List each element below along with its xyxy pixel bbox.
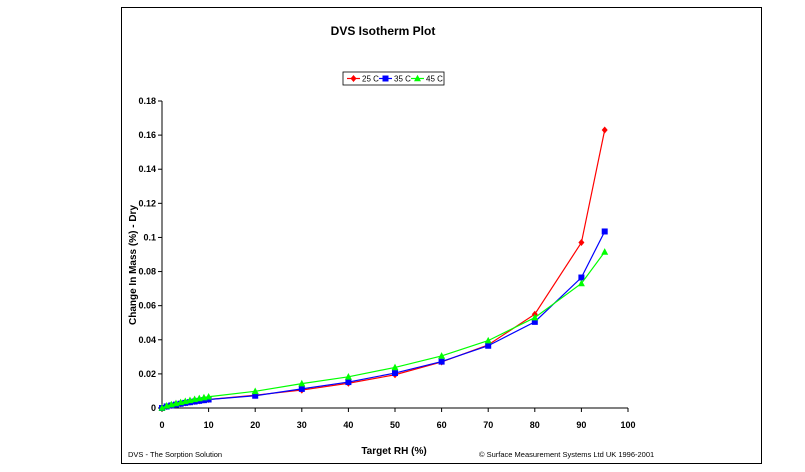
data-point [438, 358, 445, 365]
x-tick-label: 10 [204, 420, 214, 430]
data-point [392, 370, 398, 377]
series-line [161, 231, 606, 409]
data-point [391, 363, 399, 371]
data-point [485, 342, 492, 349]
series-0 [159, 126, 608, 412]
x-axis-title: Target RH (%) [361, 446, 426, 457]
x-tick-label: 0 [159, 420, 164, 430]
data-point [298, 379, 306, 387]
data-point [158, 404, 166, 411]
y-tick-label: 0 [151, 403, 156, 413]
x-tick-label: 70 [483, 420, 493, 430]
data-point [438, 352, 446, 359]
isotherm-chart: DVS Isotherm Plot 25 C 35 C 45 C 0 10 20 30 40… [128, 24, 654, 459]
footer-right: © Surface Measurement Systems Ltd UK 199… [479, 450, 654, 459]
series-group [158, 126, 609, 412]
data-point [484, 336, 492, 344]
series-line [161, 129, 606, 409]
y-tick-label: 0.12 [138, 198, 156, 208]
x-tick-label: 50 [390, 420, 400, 430]
data-point [531, 313, 539, 321]
data-point [205, 392, 213, 400]
y-tick-label: 0.02 [138, 369, 156, 379]
legend-marker [382, 75, 389, 82]
legend-marker [350, 75, 357, 82]
legend-label: 35 C [394, 75, 411, 84]
x-tick-label: 20 [250, 420, 260, 430]
legend-label: 45 C [426, 75, 443, 84]
data-point [578, 239, 585, 247]
axes [158, 100, 629, 412]
x-tick-label: 80 [530, 420, 540, 430]
y-tick-label: 0.04 [138, 335, 156, 345]
series-2 [158, 248, 609, 411]
data-point [531, 318, 538, 325]
legend: 25 C 35 C 45 C [342, 71, 445, 86]
y-axis-title: Change In Mass (%) - Dry [128, 205, 139, 325]
x-tick-label: 100 [620, 420, 635, 430]
legend-box [342, 71, 445, 86]
y-tick-label: 0.14 [138, 164, 156, 174]
data-point [601, 126, 608, 134]
x-tick-label: 40 [343, 420, 353, 430]
series-1 [159, 228, 608, 411]
tick-labels: 0 10 20 30 40 50 60 70 80 90 100 0 0.02 0.04 0.06 0.08 0… [138, 96, 635, 430]
data-point [252, 392, 259, 399]
data-point [251, 387, 259, 395]
chart-frame: DVS Isotherm Plot 25 C 35 C 45 C 0 10 20 30 40… [121, 7, 762, 464]
data-point [344, 372, 352, 380]
data-point [298, 385, 305, 392]
series-line [161, 251, 606, 409]
footer-left: DVS - The Sorption Solution [128, 450, 222, 459]
data-point [345, 379, 352, 386]
y-tick-label: 0.1 [143, 232, 156, 242]
legend-marker [414, 74, 421, 82]
data-point [577, 279, 585, 287]
x-tick-label: 90 [576, 420, 586, 430]
data-point [601, 228, 608, 235]
y-tick-label: 0.08 [138, 267, 156, 277]
x-tick-label: 30 [297, 420, 307, 430]
y-tick-label: 0.06 [138, 301, 156, 311]
data-point [601, 248, 609, 255]
legend-label: 25 C [362, 75, 379, 84]
chart-title: DVS Isotherm Plot [331, 24, 436, 38]
x-tick-label: 60 [437, 420, 447, 430]
data-point [578, 274, 585, 281]
y-tick-label: 0.18 [138, 96, 156, 106]
y-tick-label: 0.16 [138, 130, 156, 140]
